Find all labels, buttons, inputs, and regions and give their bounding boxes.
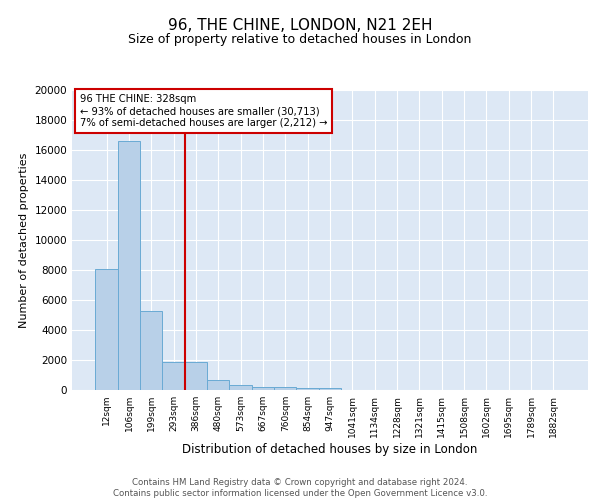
- X-axis label: Distribution of detached houses by size in London: Distribution of detached houses by size …: [182, 442, 478, 456]
- Bar: [95, 268, 118, 390]
- Bar: [207, 380, 229, 390]
- Text: 96 THE CHINE: 328sqm
← 93% of detached houses are smaller (30,713)
7% of semi-de: 96 THE CHINE: 328sqm ← 93% of detached h…: [80, 94, 327, 128]
- Bar: [296, 388, 319, 390]
- Bar: [163, 362, 185, 390]
- Bar: [252, 386, 274, 390]
- Text: Size of property relative to detached houses in London: Size of property relative to detached ho…: [128, 32, 472, 46]
- Bar: [229, 386, 252, 390]
- Bar: [118, 141, 140, 390]
- Y-axis label: Number of detached properties: Number of detached properties: [19, 152, 29, 328]
- Bar: [319, 388, 341, 390]
- Text: 96, THE CHINE, LONDON, N21 2EH: 96, THE CHINE, LONDON, N21 2EH: [168, 18, 432, 32]
- Bar: [185, 362, 207, 390]
- Bar: [274, 387, 296, 390]
- Text: Contains HM Land Registry data © Crown copyright and database right 2024.
Contai: Contains HM Land Registry data © Crown c…: [113, 478, 487, 498]
- Bar: [140, 310, 163, 390]
